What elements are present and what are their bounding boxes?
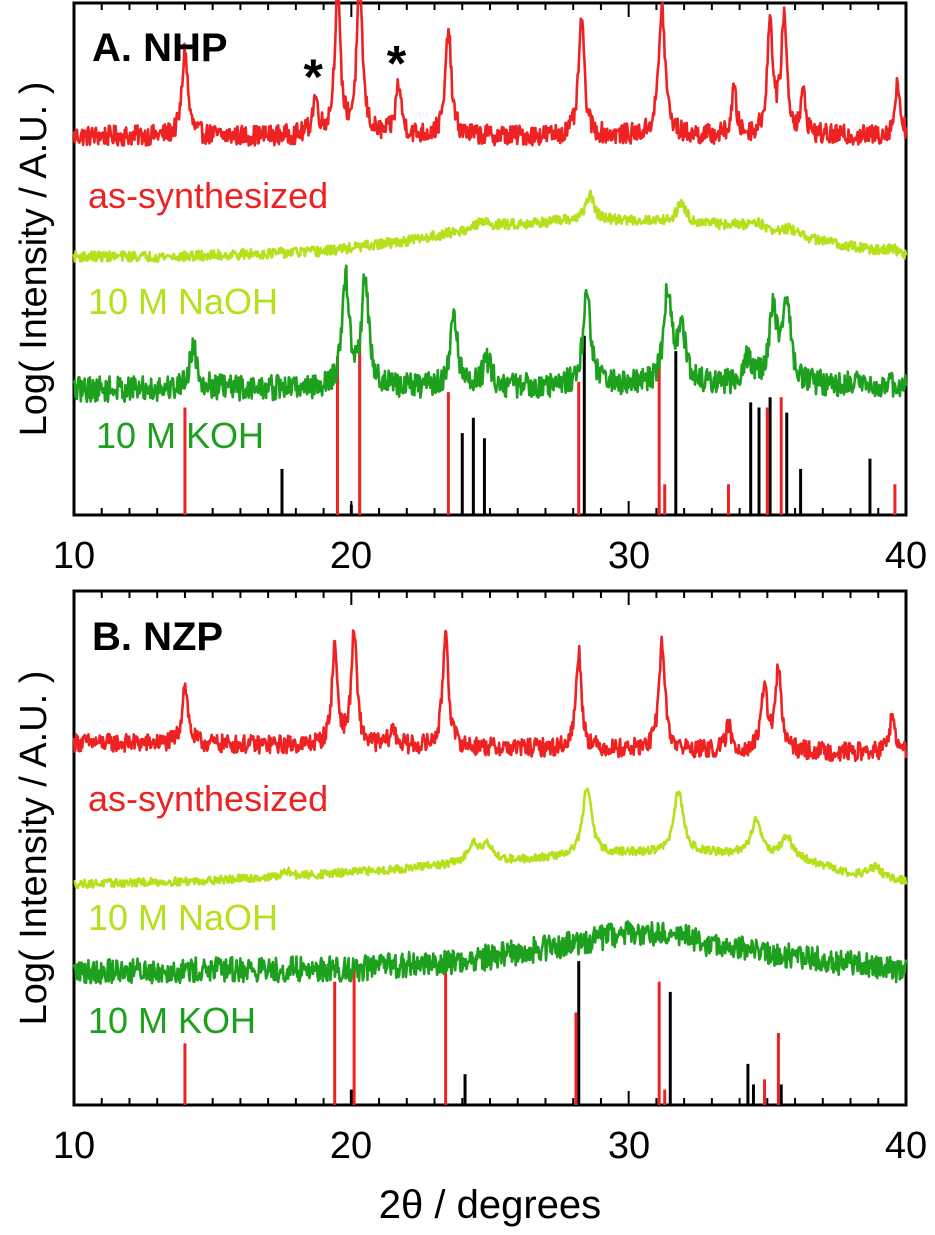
x-tick-label: 30	[608, 1125, 650, 1167]
trace-10-m-koh	[72, 920, 908, 985]
trace-as-synthesized	[72, 0, 908, 147]
x-tick-labels: 10 20 30 40	[53, 535, 927, 577]
x-tick-label: 20	[330, 535, 372, 577]
x-axis-ticks	[73, 3, 907, 515]
y-axis-label: Log( Intensity / A.U. )	[13, 82, 55, 437]
panel-label: B. NZP	[92, 615, 223, 659]
diffraction-traces	[72, 0, 908, 404]
series-label-naoh: 10 M NaOH	[88, 281, 278, 322]
x-tick-label: 30	[608, 535, 650, 577]
trace-10-m-koh	[72, 264, 908, 404]
reference-sticks	[183, 335, 897, 515]
series-label-naoh: 10 M NaOH	[88, 897, 278, 938]
x-tick-label: 40	[885, 1125, 927, 1167]
x-tick-label: 10	[53, 1125, 95, 1167]
trace-10-m-naoh	[72, 189, 908, 263]
series-label-koh: 10 M KOH	[88, 1000, 256, 1041]
panel-b: B. NZP as-synthesized 10 M NaOH 10 M KOH…	[13, 589, 927, 1227]
panel-label: A. NHP	[92, 26, 228, 70]
trace-as-synthesized	[72, 629, 908, 763]
asterisk-annotation: *	[304, 49, 324, 105]
reference-sticks	[183, 961, 783, 1105]
series-label-koh: 10 M KOH	[96, 415, 264, 456]
x-tick-labels: 10 20 30 40	[53, 1125, 927, 1167]
series-label-as-synthesized: as-synthesized	[88, 175, 328, 216]
y-axis-label: Log( Intensity / A.U. )	[13, 671, 55, 1026]
diffraction-traces	[72, 629, 908, 985]
annotations: * *	[304, 36, 407, 105]
panel-a: * * A. NHP as-synthesized 10 M NaOH 10 M …	[13, 0, 927, 577]
trace-10-m-naoh	[73, 787, 908, 890]
series-label-as-synthesized: as-synthesized	[88, 778, 328, 819]
x-axis-label: 2θ / degrees	[379, 1183, 601, 1227]
asterisk-annotation: *	[387, 36, 407, 92]
x-tick-label: 10	[53, 535, 95, 577]
x-tick-label: 20	[330, 1125, 372, 1167]
x-tick-label: 40	[885, 535, 927, 577]
